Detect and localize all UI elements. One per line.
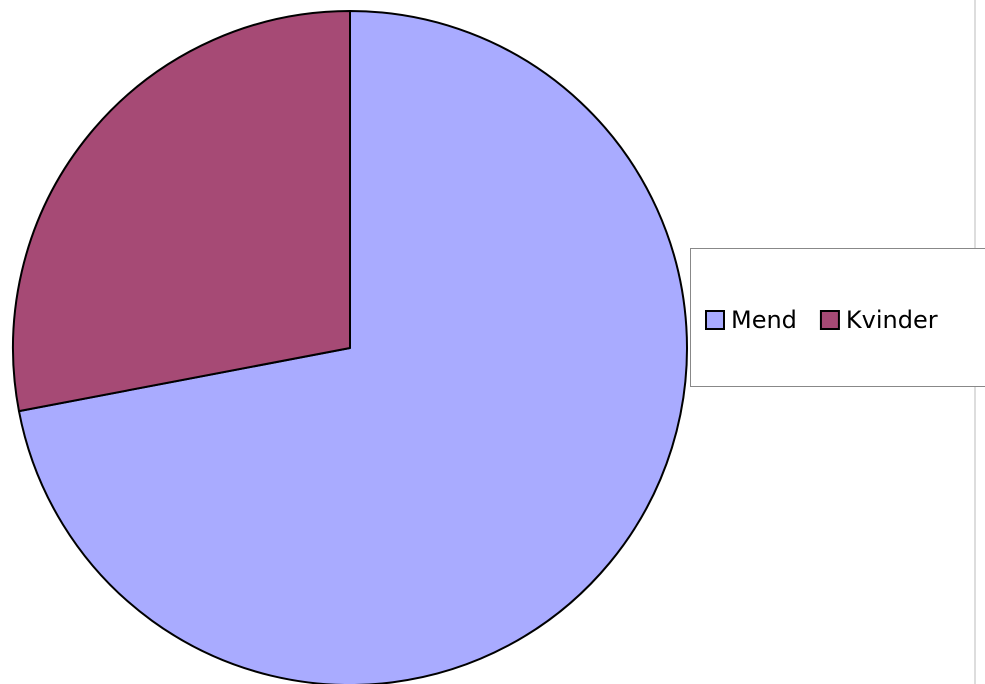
pie-slice xyxy=(12,10,351,413)
pie xyxy=(12,10,688,684)
legend: Mend Kvinder xyxy=(690,248,985,387)
legend-swatch xyxy=(705,310,725,330)
legend-swatch xyxy=(819,310,840,330)
pie-slice xyxy=(17,10,688,684)
legend-label: Mend xyxy=(731,306,797,334)
legend-label: Kvinder xyxy=(846,306,938,334)
